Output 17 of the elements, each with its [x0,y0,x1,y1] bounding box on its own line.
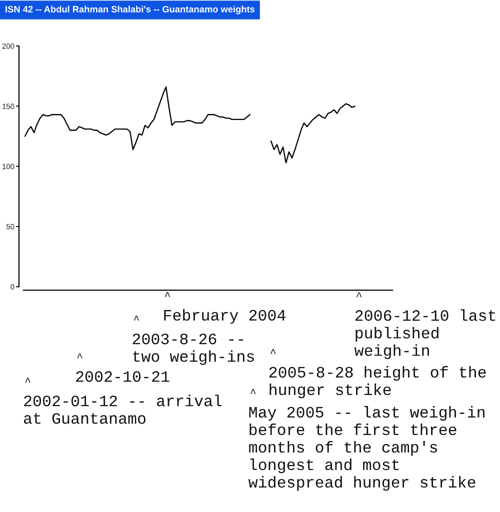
text: ^ [25,378,30,383]
text: 2005-8-28 height of the hunger strike [269,366,486,398]
line-series [24,86,251,150]
text: 2002-01-12 -- arrival at Guantanamo [24,394,222,424]
text: ^ [77,353,82,358]
text: ^ [270,349,276,354]
chart-title: ISN 42 -- Abdul Rahman Shalabi's -- Guantanamo weights [6,6,254,14]
text: ^ [250,389,256,394]
text: ^ [164,292,170,297]
text: 2003-8-26 -- two weigh-ins [132,334,254,365]
text: May 2005 -- last weigh-in before the first three months of the camp's longest and most widespread hunger strike [248,406,484,491]
text: 2006-12-10 last published weigh-in [354,309,496,360]
line-series [270,103,356,164]
text: February 2004 [164,309,286,324]
text: 2002-10-21 [76,371,170,382]
text: ^ [134,316,140,321]
text: ^ [356,292,362,298]
